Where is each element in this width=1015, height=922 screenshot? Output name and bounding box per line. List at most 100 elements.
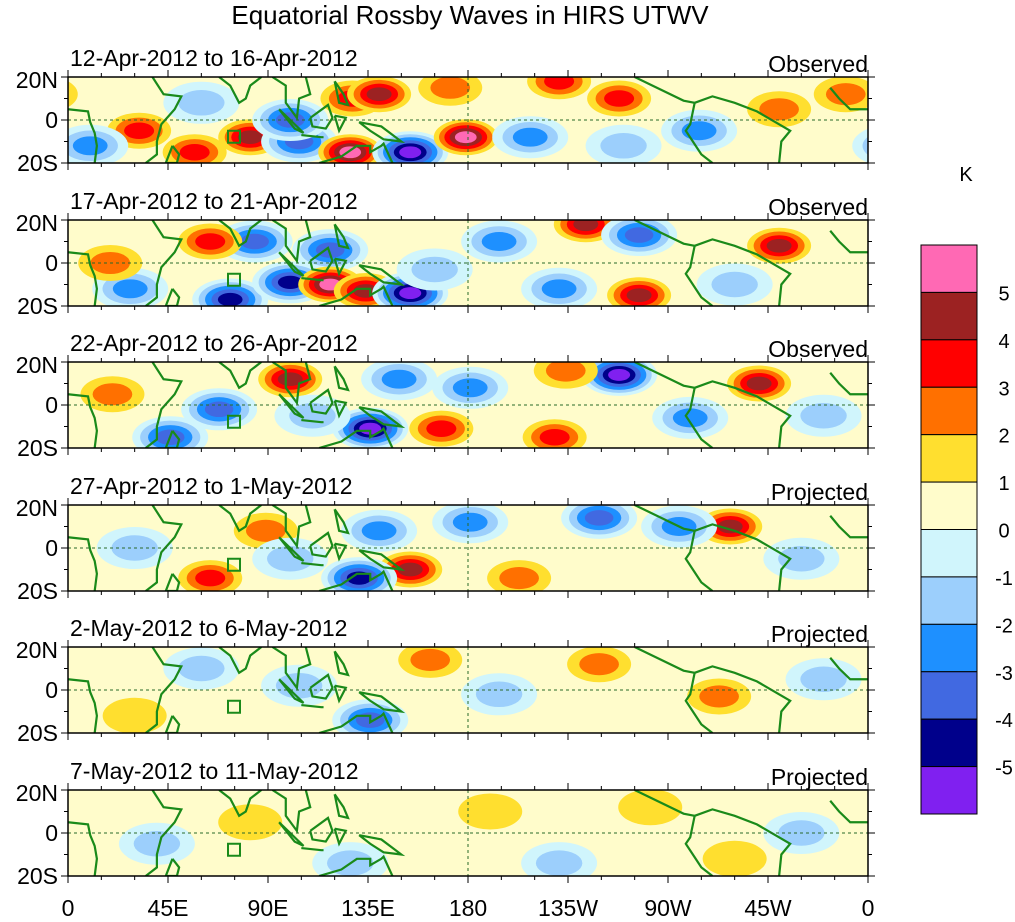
anomaly-contour	[604, 90, 635, 107]
anomaly-contour	[541, 279, 577, 299]
anomaly-contour	[766, 238, 792, 253]
coastline	[333, 223, 350, 250]
anomaly-contour	[987, 228, 1015, 254]
coastline	[227, 129, 241, 144]
coastline	[218, 790, 263, 818]
anomaly-contour	[0, 820, 25, 845]
coastline	[278, 108, 305, 134]
anomaly-contour	[699, 685, 739, 708]
coastline	[358, 121, 406, 144]
anomaly-contour	[124, 122, 155, 140]
anomaly-contour	[711, 271, 758, 298]
anomaly-contour	[475, 681, 523, 708]
anomaly-contour	[778, 546, 825, 572]
coastline	[358, 406, 406, 429]
anomaly-contour	[361, 521, 397, 541]
colorbar-label: 4	[998, 331, 1009, 353]
coastline	[218, 77, 263, 105]
panel-date-range: 7-May-2012 to 11-May-2012	[70, 758, 359, 784]
coastline	[333, 114, 348, 134]
lon-tick-label: 90E	[248, 895, 289, 921]
lon-tick-label: 135E	[341, 895, 395, 921]
coastline	[358, 691, 406, 714]
anomaly-contour	[92, 383, 133, 406]
anomaly-contour	[995, 233, 1015, 250]
coastline	[68, 536, 99, 591]
anomaly-contour	[458, 793, 523, 830]
coastline	[694, 238, 792, 306]
coastline	[333, 257, 348, 277]
anomaly-contour	[277, 275, 303, 290]
colorbar-label: 2	[998, 426, 1009, 448]
coastline	[278, 251, 305, 277]
lon-tick-label: 0	[862, 895, 875, 921]
lat-tick-label: 20N	[16, 495, 58, 521]
colorbar-bin	[920, 529, 978, 578]
coastline	[218, 220, 263, 248]
colorbar-unit: K	[959, 164, 973, 186]
anomaly-contour	[0, 538, 39, 580]
colorbar-bin	[920, 623, 978, 673]
anomaly-contour	[800, 666, 847, 692]
colorbar-bin	[920, 244, 978, 293]
anomaly-contour	[430, 77, 471, 99]
coastline	[145, 505, 184, 591]
anomaly-contour	[195, 233, 226, 250]
anomaly-contour	[102, 697, 167, 733]
coastline	[271, 790, 312, 834]
anomaly-contour	[746, 376, 772, 391]
anomaly-contour	[0, 91, 11, 127]
colorbar-bin	[920, 481, 978, 531]
anomaly-contour	[681, 121, 717, 141]
coastline	[309, 103, 334, 130]
anomaly-contour	[873, 136, 908, 155]
anomaly-contour	[381, 369, 417, 389]
coastline	[634, 505, 695, 532]
coastline	[145, 362, 184, 448]
anomaly-contour	[411, 256, 458, 283]
lat-tick-label: 20S	[17, 150, 58, 176]
anomaly-contour	[545, 362, 586, 382]
anomaly-contour	[512, 127, 548, 147]
coastline	[278, 536, 305, 562]
coastline	[271, 505, 312, 549]
anomaly-contour	[399, 287, 422, 300]
anomaly-contour	[539, 428, 570, 446]
coastline	[333, 508, 350, 535]
coastline	[68, 393, 99, 448]
coastline	[694, 380, 792, 448]
coastline	[164, 288, 181, 306]
colorbar-bin	[920, 766, 978, 815]
coastline	[318, 284, 394, 306]
coastline	[164, 430, 181, 448]
anomaly-contour	[267, 546, 314, 572]
coastline	[318, 426, 394, 448]
coastline	[164, 858, 181, 876]
coastline	[227, 414, 241, 429]
coastline	[145, 220, 184, 306]
colorbar-bin	[920, 434, 978, 483]
coastline	[68, 821, 99, 876]
map-panel: 12-Apr-2012 to 16-Apr-2012 Observed 20N 0 20…	[0, 45, 963, 176]
anomaly-contour	[825, 83, 866, 106]
lat-tick-label: 20N	[16, 67, 58, 93]
coastline	[227, 557, 241, 572]
anomaly-contour	[759, 98, 799, 121]
lon-tick-label: 45W	[744, 895, 792, 921]
anomaly-contour	[600, 133, 647, 159]
anomaly-contour	[178, 655, 225, 682]
anomaly-contour	[800, 403, 847, 429]
anomaly-contour	[924, 122, 954, 139]
lat-tick-label: 0	[45, 820, 58, 846]
anomaly-contour	[410, 648, 451, 671]
coastline	[218, 647, 263, 675]
coastline	[358, 549, 406, 572]
coastline	[358, 264, 406, 287]
lat-tick-label: 20S	[17, 863, 58, 889]
coastline	[309, 246, 334, 273]
coastline	[318, 569, 394, 591]
colorbar-label: 0	[998, 521, 1009, 543]
coastline	[634, 362, 695, 389]
anomaly-contour	[0, 228, 11, 264]
anomaly-contour	[916, 118, 963, 144]
